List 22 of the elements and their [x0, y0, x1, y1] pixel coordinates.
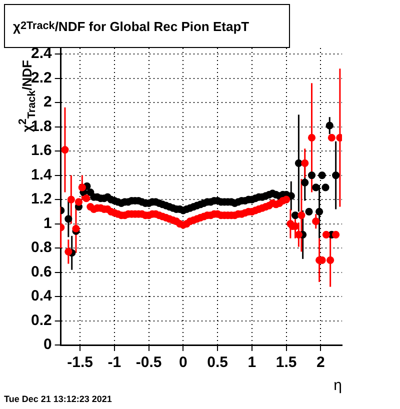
y-tick-label: 1	[44, 214, 52, 232]
x-tick-label: 2	[316, 354, 325, 372]
x-tick-label: 1	[248, 354, 256, 372]
y-tick-label: 1.2	[30, 190, 52, 208]
y-tick-label: 0.8	[30, 239, 52, 256]
y-tick-label: 1.6	[30, 142, 52, 160]
text: Tue Dec 21 13:12:23 2021	[4, 394, 112, 405]
x-tick-label: 1.5	[276, 354, 297, 372]
y-tick-label: 0.4	[30, 288, 52, 305]
y-tick-label: 2	[44, 94, 52, 111]
y-tick-label: 2.2	[30, 69, 52, 86]
x-axis-title: η	[334, 377, 342, 394]
y-tick-label: 0	[44, 336, 52, 354]
y-tick-label: 1.4	[30, 166, 52, 184]
x-tick-label: -1.5	[67, 354, 94, 372]
y-tick-label: 0.6	[30, 263, 52, 280]
x-tick-label: 0	[179, 354, 188, 372]
x-tick-label: -1	[108, 354, 122, 372]
x-tick-label: -0.5	[136, 354, 162, 372]
y-tick-label: 2.4	[30, 45, 52, 62]
x-tick-label: 0.5	[207, 354, 228, 372]
y-tick-label: 0.2	[30, 312, 52, 329]
